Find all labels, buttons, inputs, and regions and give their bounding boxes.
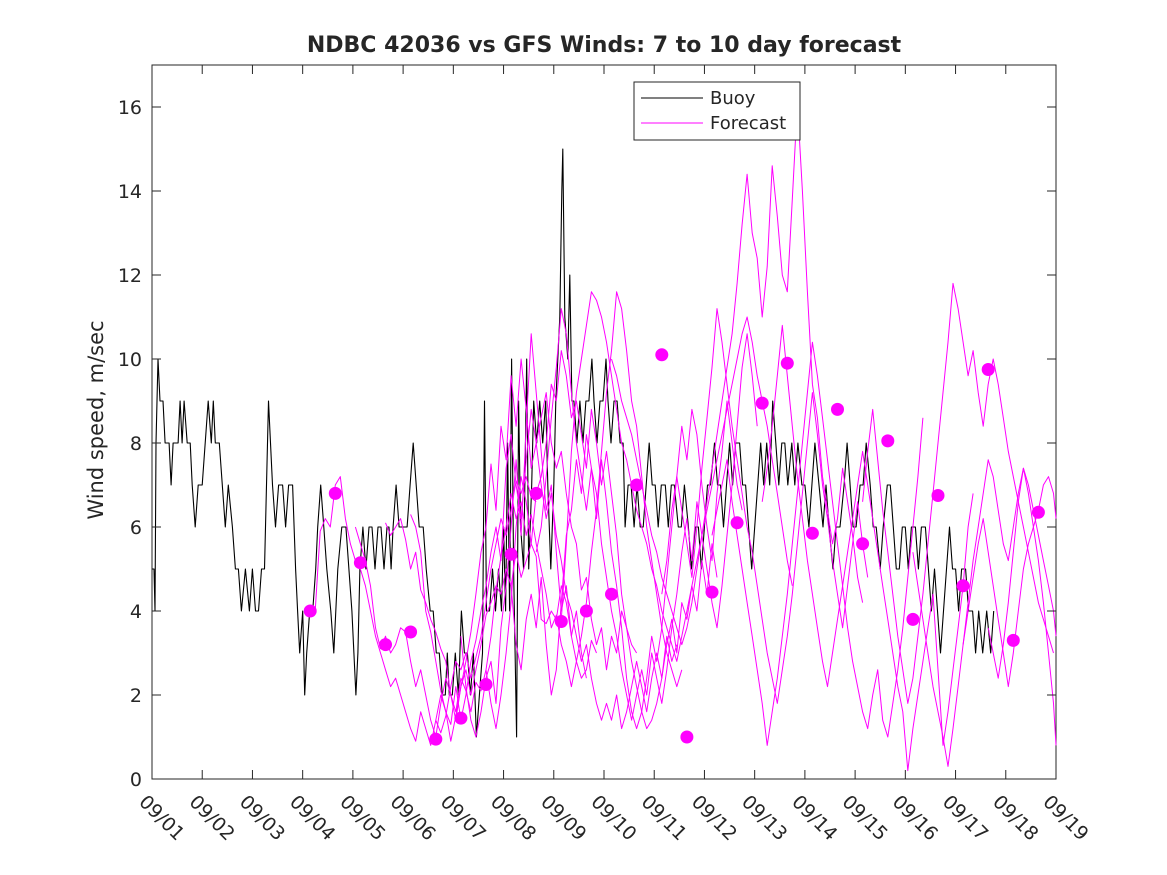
y-tick-label-14: 14 xyxy=(118,181,142,203)
forecast-marker-20 xyxy=(780,356,794,370)
forecast-marker-26 xyxy=(931,489,945,502)
series-layer xyxy=(152,102,1057,772)
y-tick-label-16: 16 xyxy=(118,97,142,119)
y-tick-label-0: 0 xyxy=(130,769,142,791)
legend: Buoy Forecast xyxy=(633,81,801,141)
forecast-marker-11 xyxy=(554,615,568,628)
forecast-run-line-8 xyxy=(510,400,743,730)
forecast-marker-25 xyxy=(906,612,920,626)
buoy-series-line xyxy=(152,148,995,738)
forecast-marker-18 xyxy=(730,516,744,530)
forecast-marker-10 xyxy=(529,486,543,500)
forecast-marker-4 xyxy=(379,638,392,652)
forecast-marker-16 xyxy=(680,730,694,744)
forecast-run-line-12 xyxy=(661,308,869,704)
y-tick-label-4: 4 xyxy=(130,601,142,623)
forecast-run-line-5 xyxy=(435,358,678,742)
y-tick-label-2: 2 xyxy=(130,685,142,707)
legend-forecast-label: Forecast xyxy=(710,113,786,134)
forecast-marker-21 xyxy=(805,526,819,540)
forecast-marker-17 xyxy=(705,585,719,599)
forecast-run-line-1 xyxy=(314,476,537,746)
forecast-run-line-13 xyxy=(711,341,924,746)
y-tick-label-10: 10 xyxy=(118,349,142,371)
y-tick-label-12: 12 xyxy=(118,265,142,287)
forecast-run-line-15 xyxy=(862,282,1054,704)
forecast-marker-19 xyxy=(755,396,769,410)
forecast-run-line-17 xyxy=(962,476,1057,688)
forecast-run-line-3 xyxy=(385,492,597,713)
forecast-marker-12 xyxy=(579,604,593,618)
forecast-marker-7 xyxy=(454,711,468,725)
forecast-marker-9 xyxy=(504,547,518,561)
forecast-marker-22 xyxy=(831,402,844,416)
forecast-run-line-9 xyxy=(535,308,758,721)
y-tick-label-6: 6 xyxy=(130,517,142,539)
legend-buoy-label: Buoy xyxy=(710,88,756,109)
forecast-marker-6 xyxy=(429,732,443,746)
forecast-marker-8 xyxy=(479,678,493,691)
forecast-marker-1 xyxy=(303,604,317,618)
forecast-marker-28 xyxy=(981,363,995,376)
forecast-marker-14 xyxy=(630,478,644,492)
legend-box xyxy=(633,81,801,141)
forecast-run-line-10 xyxy=(560,291,793,662)
forecast-marker-27 xyxy=(956,579,970,593)
forecast-run-line-6 xyxy=(460,291,683,738)
forecast-marker-23 xyxy=(856,537,870,551)
forecast-marker-29 xyxy=(1006,633,1020,647)
marker-layer xyxy=(303,348,1045,746)
forecast-run-line-14 xyxy=(761,324,974,772)
forecast-marker-30 xyxy=(1031,505,1045,519)
y-axis-label: Wind speed, m/sec xyxy=(84,320,108,519)
forecast-marker-24 xyxy=(881,434,895,448)
forecast-marker-3 xyxy=(353,556,367,570)
forecast-run-line-7 xyxy=(485,350,718,730)
forecast-run-line-11 xyxy=(611,102,864,646)
forecast-marker-5 xyxy=(404,625,418,639)
forecast-run-line-2 xyxy=(354,526,587,738)
forecast-marker-2 xyxy=(328,486,342,500)
chart-title: NDBC 42036 vs GFS Winds: 7 to 10 day for… xyxy=(307,33,902,58)
forecast-marker-15 xyxy=(655,348,669,362)
y-tick-label-8: 8 xyxy=(130,433,142,455)
forecast-run-line-18 xyxy=(987,467,1057,746)
forecast-marker-13 xyxy=(605,587,618,601)
